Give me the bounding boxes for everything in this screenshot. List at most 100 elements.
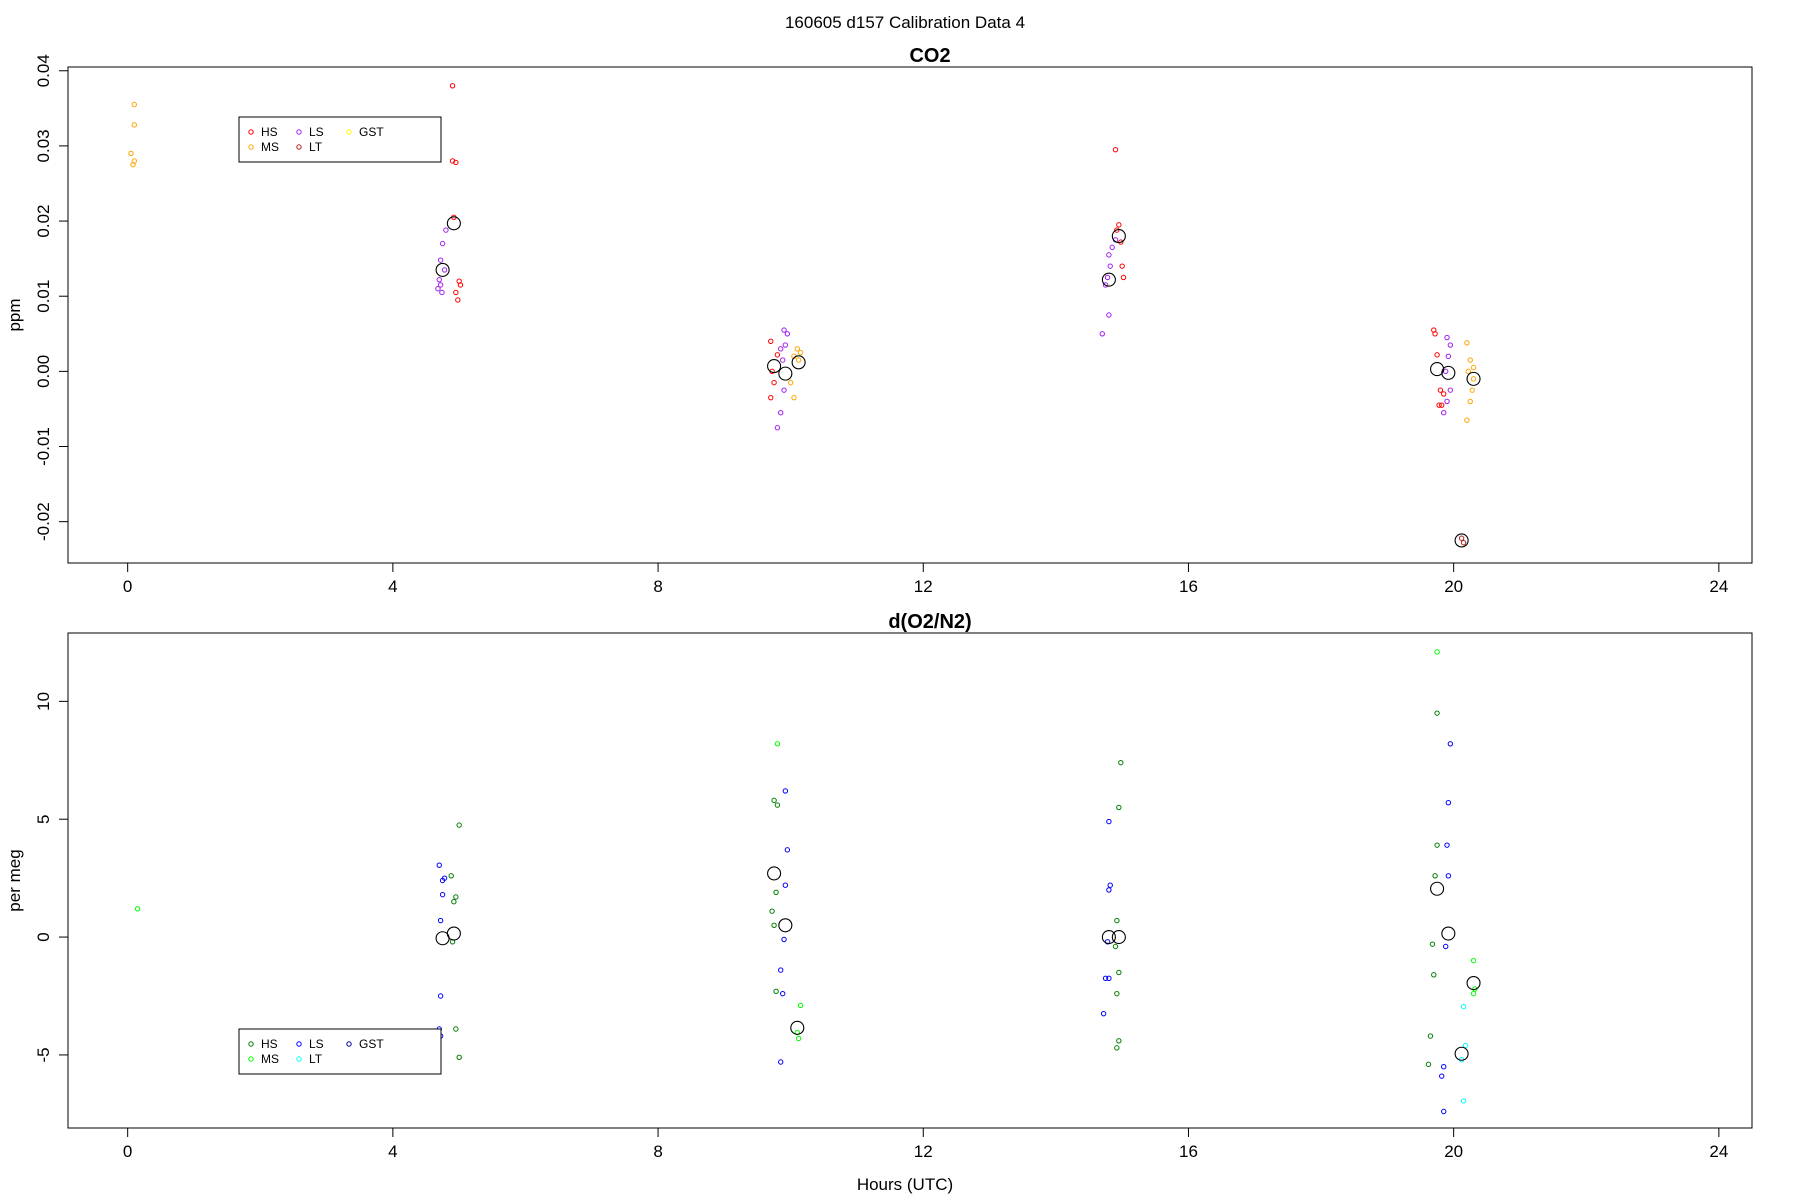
data-point-ms <box>794 346 800 352</box>
legend-box <box>238 116 442 163</box>
data-point-hs <box>448 873 454 879</box>
data-point-ls <box>1447 387 1454 393</box>
x-tick-label: 8 <box>653 1142 662 1161</box>
data-point-ls <box>436 276 442 283</box>
data-point-hs <box>1439 402 1445 408</box>
mean-point <box>790 1020 805 1035</box>
data-point-lt <box>1462 1042 1469 1049</box>
y-tick-label: 0.04 <box>34 54 53 87</box>
data-point-hs <box>449 83 456 89</box>
data-point-hs <box>1434 710 1440 716</box>
data-point-ls <box>437 282 444 288</box>
data-point-ms <box>1470 376 1477 382</box>
y-tick-label: 5 <box>34 814 53 823</box>
x-tick-label: 4 <box>388 577 397 596</box>
data-point-ls <box>435 285 441 292</box>
mean-point <box>1111 930 1126 945</box>
y-tick-label: 0.03 <box>34 129 53 162</box>
mean-point <box>1441 926 1456 941</box>
data-point-ls <box>1445 353 1452 360</box>
data-point-ls <box>1106 252 1112 258</box>
data-point-ls <box>441 267 448 273</box>
mean-point <box>767 866 782 881</box>
data-point-hs <box>1425 1061 1432 1068</box>
data-point-ls <box>1444 842 1450 848</box>
data-point-hs <box>1114 917 1120 924</box>
data-point-hs <box>1118 759 1124 766</box>
y-tick-label: 0.01 <box>34 280 53 313</box>
y-axis-label: per meg <box>5 849 24 911</box>
legend-label: LS <box>309 125 324 139</box>
data-point-hs <box>453 894 459 900</box>
data-point-hs <box>1116 222 1122 228</box>
data-point-ls <box>1441 1108 1447 1115</box>
data-point-ls <box>781 936 787 943</box>
data-point-ls <box>784 847 791 853</box>
data-point-hs <box>1114 1045 1120 1051</box>
data-point-ls <box>1444 398 1450 405</box>
data-point-ls <box>443 227 449 233</box>
data-point-ls <box>1447 741 1454 747</box>
figure-title: 160605 d157 Calibration Data 4 <box>785 13 1025 32</box>
data-point-lt <box>1460 1003 1467 1010</box>
y-tick-label: 10 <box>34 692 53 711</box>
data-point-ls <box>781 327 787 333</box>
data-point-lt <box>1460 540 1467 546</box>
x-tick-label: 16 <box>1179 1142 1198 1161</box>
data-point-hs <box>1112 146 1119 153</box>
data-point-hs <box>1432 873 1438 879</box>
data-point-ms <box>131 101 137 108</box>
mean-point <box>791 355 806 370</box>
data-point-ls <box>1441 409 1447 416</box>
data-point-hs <box>1434 842 1440 848</box>
data-point-hs <box>768 394 774 401</box>
data-point-hs <box>768 338 774 345</box>
data-point-ls <box>1109 244 1115 251</box>
data-point-hs <box>1116 969 1122 976</box>
data-point-ms <box>795 1035 802 1042</box>
data-point-hs <box>1436 402 1442 408</box>
data-point-ls <box>781 387 787 393</box>
data-point-ms <box>1465 368 1471 375</box>
data-point-ls <box>436 862 442 868</box>
x-tick-label: 16 <box>1179 577 1198 596</box>
data-point-ms <box>1467 398 1473 405</box>
x-tick-label: 8 <box>653 577 662 596</box>
data-point-hs <box>774 352 781 358</box>
data-point-ls <box>1445 800 1452 806</box>
data-point-ls <box>1099 331 1105 337</box>
x-tick-label: 0 <box>123 1142 132 1161</box>
legend-marker <box>248 1056 254 1062</box>
data-point-hs <box>455 297 461 303</box>
legend-label: LT <box>309 140 323 154</box>
legend-label: MS <box>261 140 279 154</box>
legend-label: MS <box>261 1052 279 1066</box>
data-point-hs <box>773 988 779 994</box>
data-point-ls <box>439 240 446 247</box>
panel-title: CO2 <box>909 45 950 67</box>
data-point-ms <box>131 122 137 128</box>
legend-label: LS <box>309 1037 324 1051</box>
data-point-ls <box>778 409 784 416</box>
data-point-hs <box>456 822 462 828</box>
data-point-ls <box>782 788 789 794</box>
x-tick-label: 12 <box>914 577 933 596</box>
legend-label: LT <box>309 1052 323 1066</box>
mean-point <box>1466 975 1481 991</box>
legend-marker <box>248 129 254 135</box>
legend-label: HS <box>261 125 278 139</box>
data-point-ls <box>778 967 784 973</box>
y-tick-label: 0.02 <box>34 205 53 238</box>
mean-point <box>1111 229 1126 244</box>
data-point-ls <box>437 917 444 924</box>
mean-point <box>1466 371 1481 386</box>
data-point-ls <box>782 882 789 888</box>
legend-marker <box>296 144 302 150</box>
data-point-ls <box>780 990 786 997</box>
data-point-ms <box>797 1002 804 1009</box>
data-point-ls <box>439 289 445 296</box>
data-point-ls <box>1100 1010 1107 1017</box>
data-point-ls <box>1102 975 1109 982</box>
x-tick-label: 0 <box>123 577 132 596</box>
